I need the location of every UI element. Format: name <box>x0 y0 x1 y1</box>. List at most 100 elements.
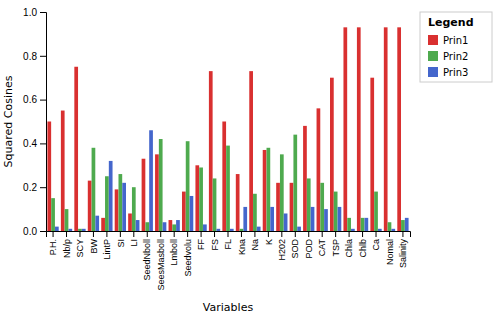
bar <box>378 229 382 231</box>
x-tick: TSP <box>331 231 341 257</box>
x-tick-mark <box>281 231 282 237</box>
x-tick-label: Nb/p <box>62 239 72 258</box>
x-tick-mark <box>93 231 94 237</box>
x-tick-mark <box>389 231 390 237</box>
x-tick-mark <box>335 231 336 237</box>
x-tick-label: K <box>264 239 274 245</box>
x-tick: Seedvolu <box>183 231 193 277</box>
bar <box>122 183 126 231</box>
x-tick-mark <box>201 231 202 237</box>
x-tick-label: TSP <box>331 239 341 257</box>
bar <box>249 71 253 231</box>
x-tick: FS <box>210 231 220 251</box>
x-tick-label: FL <box>223 239 233 250</box>
bar <box>51 198 55 231</box>
bar <box>132 187 136 231</box>
bar <box>115 189 119 231</box>
x-tick-mark <box>362 231 363 237</box>
x-tick-label: Nomal <box>385 239 395 265</box>
x-tick-label: SeesMasboll <box>156 239 166 291</box>
bar <box>257 227 261 231</box>
bar <box>240 229 244 231</box>
y-tick-label: 0.0 <box>23 226 37 237</box>
y-tick: 1.0 <box>23 7 46 18</box>
bar <box>176 220 180 231</box>
bar <box>159 139 163 231</box>
x-tick: P.H. <box>48 231 58 255</box>
bar <box>374 192 378 231</box>
x-tick: H202 <box>277 231 287 261</box>
bar <box>61 111 65 231</box>
x-tick: Lmboll <box>169 231 179 266</box>
x-tick: SI <box>115 231 125 248</box>
bar <box>47 122 51 232</box>
x-tick: BW <box>89 231 99 254</box>
bar <box>136 220 140 231</box>
bar <box>149 130 153 231</box>
x-tick-label: Chla <box>344 239 354 258</box>
bar <box>190 196 194 231</box>
bar <box>293 135 297 231</box>
bar <box>74 67 78 231</box>
bar <box>65 209 69 231</box>
x-tick-label: Kna <box>237 239 247 255</box>
x-tick-label: FS <box>210 239 220 251</box>
bar <box>226 146 230 231</box>
bar <box>361 218 365 231</box>
bar <box>347 218 351 231</box>
bar <box>307 178 311 231</box>
bar <box>370 78 374 231</box>
x-tick: FF <box>196 231 206 250</box>
bar <box>364 218 368 231</box>
bar <box>182 192 186 231</box>
bar-series <box>47 27 401 231</box>
x-tick: Salinity <box>398 231 408 268</box>
x-tick-mark <box>308 231 309 237</box>
bar <box>357 27 361 231</box>
bar <box>105 176 109 231</box>
y-tick: 0.0 <box>23 226 46 237</box>
bar <box>267 148 271 231</box>
x-tick-label: SeedNboll <box>142 239 152 281</box>
legend-swatch <box>428 51 438 61</box>
bar <box>388 222 392 231</box>
y-tick-mark <box>40 187 46 188</box>
bar <box>109 161 113 231</box>
y-tick: 0.2 <box>23 182 46 193</box>
y-tick: 0.8 <box>23 51 46 62</box>
x-tick-mark <box>241 231 242 237</box>
legend-item: Prin3 <box>428 67 468 78</box>
x-tick: SeesMasboll <box>156 231 166 291</box>
x-tick-label: Salinity <box>398 239 408 269</box>
y-tick: 0.6 <box>23 94 46 105</box>
y-tick-mark <box>40 100 46 101</box>
bar <box>324 209 328 231</box>
x-tick-label: Seedvolu <box>183 239 193 277</box>
x-tick-label: POD <box>304 239 314 259</box>
bar <box>118 174 122 231</box>
bar <box>280 154 284 231</box>
bar <box>213 178 217 231</box>
x-tick: Ca <box>371 231 381 251</box>
bar <box>391 229 395 231</box>
x-tick-mark <box>187 231 188 237</box>
y-tick: 0.4 <box>23 138 46 149</box>
bar <box>230 229 234 231</box>
x-tick: SeedNboll <box>142 231 152 281</box>
x-tick-mark <box>376 231 377 237</box>
legend-label: Prin2 <box>443 51 468 62</box>
y-tick-label: 0.4 <box>23 138 37 149</box>
legend-frame <box>420 12 492 82</box>
y-tick-mark <box>40 231 46 232</box>
bar <box>303 126 307 231</box>
bar <box>338 207 342 231</box>
y-axis: 0.0 0.2 0.4 0.6 0.8 1.0 <box>23 7 46 237</box>
y-tick-mark <box>40 12 46 13</box>
bar <box>128 213 132 231</box>
x-tick-label: CAT <box>317 239 327 257</box>
x-tick-mark <box>214 231 215 237</box>
legend-swatch <box>428 67 438 77</box>
bar <box>199 167 203 231</box>
bar <box>401 220 405 231</box>
x-tick-label: H202 <box>277 239 287 261</box>
